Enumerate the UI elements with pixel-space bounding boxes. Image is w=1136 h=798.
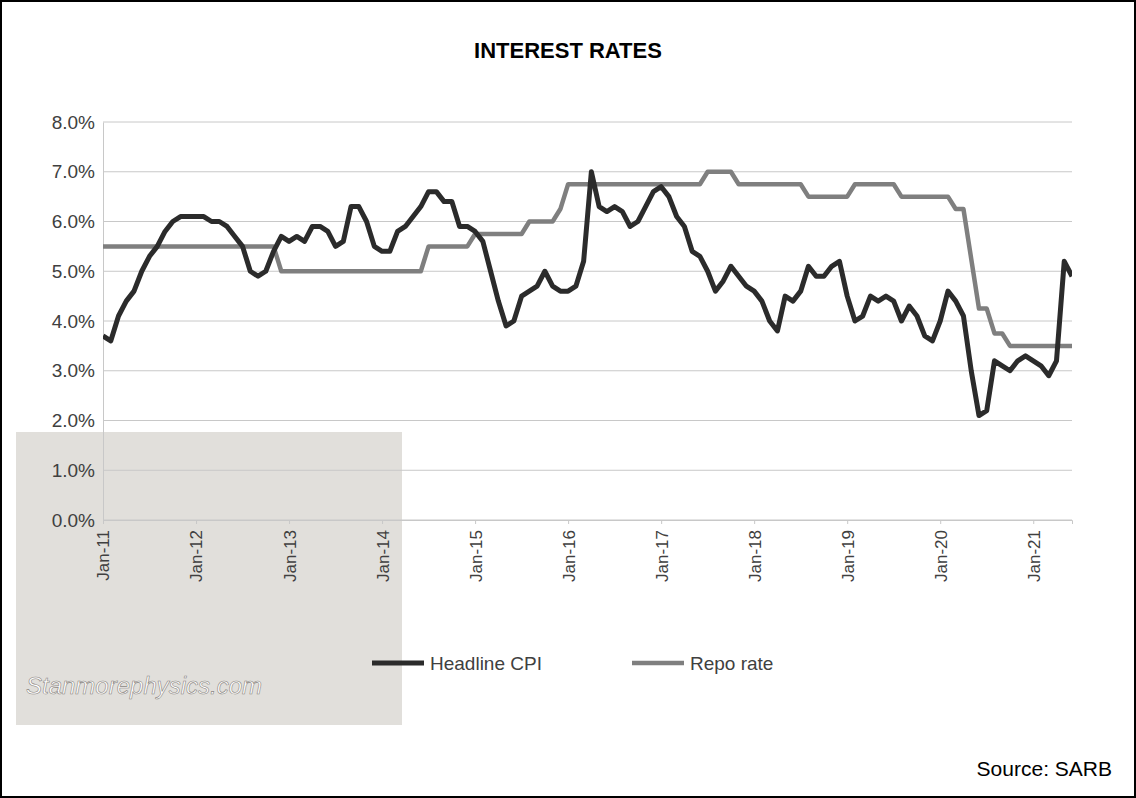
watermark-text: Stanmorephysics.com bbox=[26, 672, 262, 699]
y-tick: 3.0% bbox=[52, 360, 103, 381]
y-axis-line bbox=[103, 123, 104, 521]
x-tick: Jan-14 bbox=[374, 520, 393, 582]
x-tick: Jan-13 bbox=[280, 520, 299, 582]
legend-label: Repo rate bbox=[690, 653, 773, 674]
x-tick-label: Jan-14 bbox=[374, 530, 393, 582]
x-tick: Jan-20 bbox=[932, 520, 951, 582]
x-tick-mark bbox=[754, 520, 755, 524]
y-tick-label: 4.0% bbox=[52, 311, 95, 332]
source-note: Source: SARB bbox=[977, 757, 1112, 780]
y-tick: 5.0% bbox=[52, 261, 103, 282]
x-tick-mark bbox=[940, 520, 941, 524]
x-tick: Jan-19 bbox=[839, 520, 858, 582]
y-tick: 1.0% bbox=[52, 460, 103, 481]
y-tick-label: 1.0% bbox=[52, 460, 95, 481]
y-tick: 0.0% bbox=[52, 510, 103, 531]
x-tick-mark bbox=[847, 520, 848, 524]
x-tick: Jan-17 bbox=[653, 520, 672, 582]
x-tick-label: Jan-12 bbox=[187, 530, 206, 582]
legend-label: Headline CPI bbox=[430, 653, 542, 674]
grid-line bbox=[103, 420, 1072, 421]
x-tick-label: Jan-17 bbox=[653, 530, 672, 582]
x-tick: Jan-16 bbox=[560, 520, 579, 582]
x-tick: Jan-11 bbox=[94, 520, 113, 581]
grid-line bbox=[103, 470, 1072, 471]
x-tick-label: Jan-19 bbox=[839, 530, 858, 582]
x-tick: Jan-12 bbox=[187, 520, 206, 582]
y-tick-label: 8.0% bbox=[52, 112, 95, 133]
x-tick-mark bbox=[1033, 520, 1034, 524]
x-tick-mark bbox=[196, 520, 197, 524]
grid-line bbox=[103, 321, 1072, 322]
y-tick-label: 2.0% bbox=[52, 410, 95, 431]
x-tick-label: Jan-18 bbox=[746, 530, 765, 582]
x-tick-mark bbox=[661, 520, 662, 524]
x-tick: Jan-18 bbox=[746, 520, 765, 582]
y-tick: 6.0% bbox=[52, 211, 103, 232]
grid-line bbox=[103, 370, 1072, 371]
title: INTEREST RATES bbox=[474, 38, 662, 63]
grid-line bbox=[103, 122, 1072, 123]
x-axis: Jan-11 Jan-12 Jan-13 Jan-14 Jan-15 Jan-16 Jan-… bbox=[94, 520, 1072, 582]
y-tick: 7.0% bbox=[52, 161, 103, 182]
frame bbox=[1, 1, 1135, 797]
y-tick: 4.0% bbox=[52, 311, 103, 332]
x-tick-mark bbox=[475, 520, 476, 524]
y-tick-label: 7.0% bbox=[52, 161, 95, 182]
x-tick-label: Jan-20 bbox=[932, 530, 951, 582]
grid bbox=[103, 122, 1072, 520]
series-line bbox=[103, 172, 1072, 416]
legend: Headline CPI Repo rate bbox=[372, 653, 773, 674]
y-tick: 8.0% bbox=[52, 112, 103, 133]
x-tick: Jan-15 bbox=[467, 520, 486, 582]
y-tick-label: 6.0% bbox=[52, 211, 95, 232]
watermark-panel bbox=[16, 432, 402, 725]
x-tick-mark bbox=[289, 520, 290, 524]
x-tick-mark bbox=[568, 520, 569, 524]
chart: INTEREST RATES 0.0% 1.0% 2.0% 3.0% 4.0% 5.0% 6.… bbox=[0, 0, 1136, 798]
grid-line bbox=[103, 171, 1072, 172]
y-tick: 2.0% bbox=[52, 410, 103, 431]
plot-area bbox=[103, 172, 1072, 416]
x-tick-mark bbox=[103, 520, 104, 524]
x-tick-label: Jan-15 bbox=[467, 530, 486, 582]
y-tick-label: 3.0% bbox=[52, 360, 95, 381]
x-tick: Jan-21 bbox=[1025, 520, 1044, 582]
x-tick-label: Jan-21 bbox=[1025, 530, 1044, 582]
x-tick-label: Jan-13 bbox=[280, 530, 299, 582]
legend-swatch bbox=[632, 661, 684, 666]
y-axis: 0.0% 1.0% 2.0% 3.0% 4.0% 5.0% 6.0% 7.0% 8.0% bbox=[52, 112, 104, 531]
x-axis-line bbox=[104, 521, 1073, 525]
y-tick-label: 5.0% bbox=[52, 261, 95, 282]
legend-swatch bbox=[372, 661, 424, 666]
x-tick-label: Jan-16 bbox=[560, 530, 579, 582]
x-tick-mark bbox=[382, 520, 383, 524]
y-tick-label: 0.0% bbox=[52, 510, 95, 531]
x-tick-label: Jan-11 bbox=[94, 530, 113, 581]
